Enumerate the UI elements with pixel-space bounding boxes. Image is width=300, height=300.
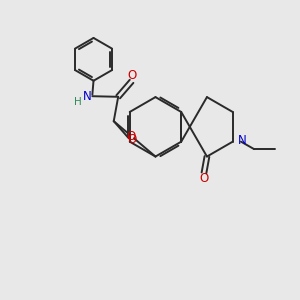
Text: O: O bbox=[200, 172, 208, 185]
Text: N: N bbox=[238, 134, 247, 147]
Text: O: O bbox=[127, 130, 136, 142]
Text: N: N bbox=[82, 90, 91, 103]
Text: O: O bbox=[128, 70, 137, 83]
Text: O: O bbox=[127, 133, 136, 146]
Text: H: H bbox=[74, 97, 81, 106]
